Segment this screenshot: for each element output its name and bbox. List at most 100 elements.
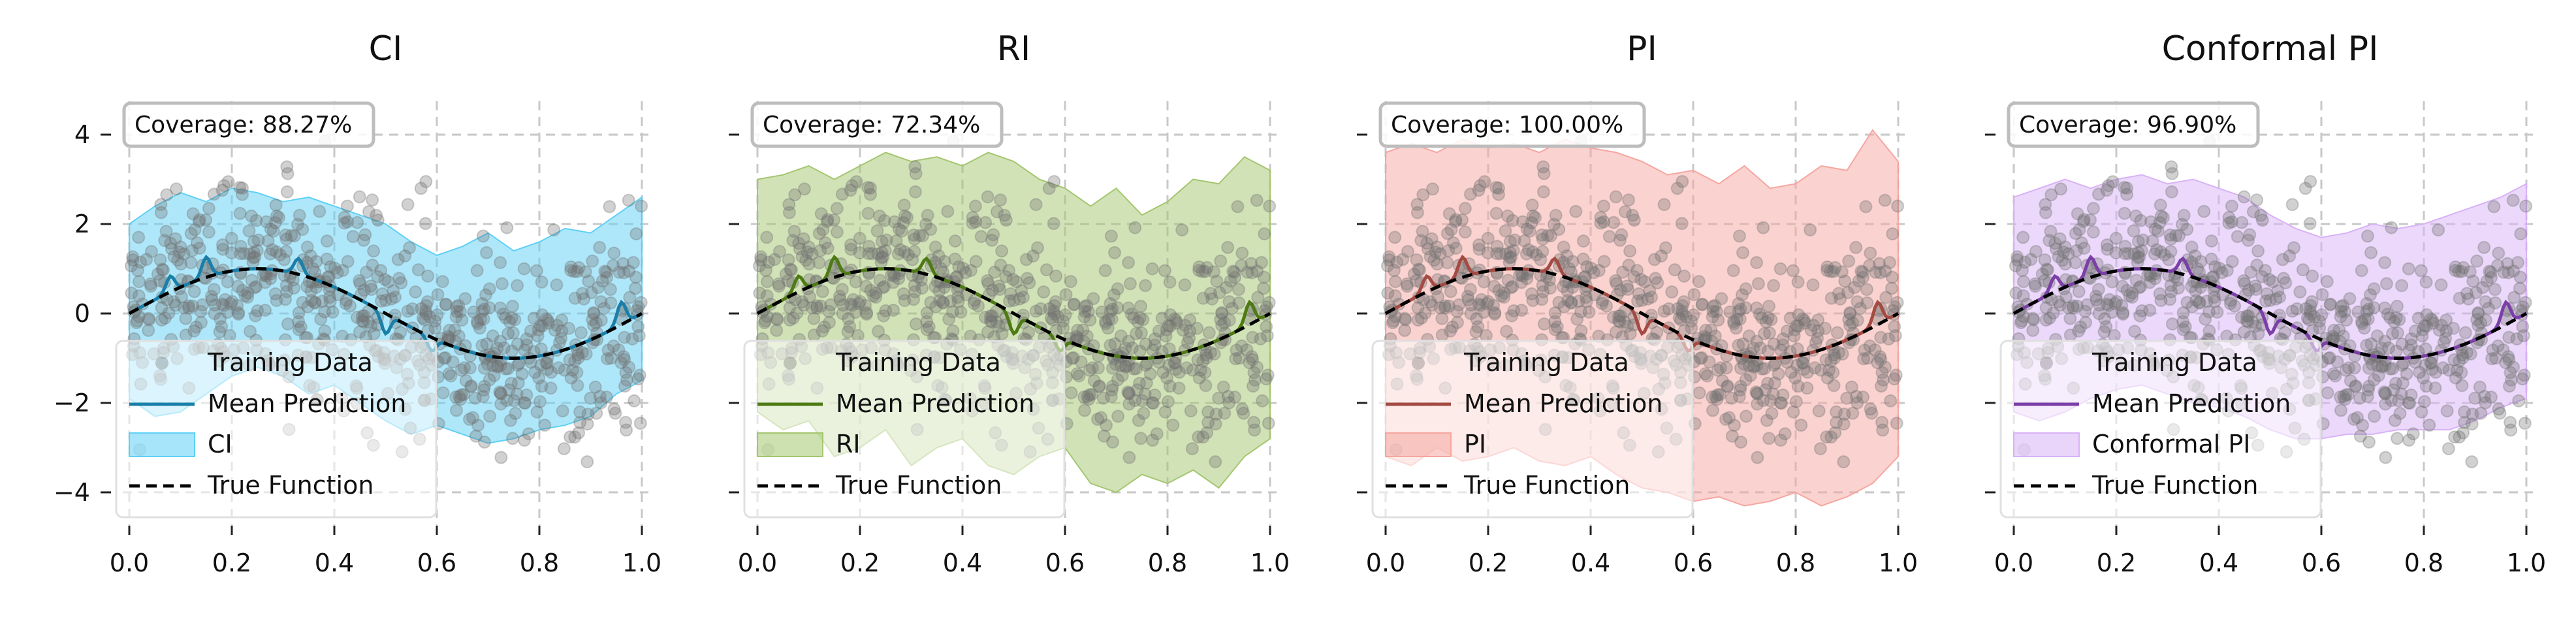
data-point: [849, 275, 863, 289]
data-point: [2474, 406, 2488, 420]
data-point: [394, 326, 407, 339]
data-point: [1734, 361, 1747, 375]
data-point: [474, 312, 487, 326]
data-point: [218, 293, 232, 306]
data-point: [586, 313, 599, 327]
data-point: [1023, 276, 1036, 289]
data-point: [2110, 295, 2123, 308]
data-point: [1122, 451, 1136, 464]
data-point: [2332, 323, 2346, 337]
data-point: [1161, 395, 1175, 408]
data-point: [459, 374, 473, 387]
data-point: [2109, 246, 2123, 260]
data-point: [1488, 308, 1502, 321]
data-point: [548, 323, 562, 337]
data-point: [1702, 355, 1716, 369]
data-point: [2327, 323, 2341, 337]
data-point: [1734, 302, 1747, 316]
data-point: [1137, 407, 1151, 420]
data-point: [2425, 356, 2438, 370]
data-point: [296, 223, 310, 236]
data-point: [2510, 332, 2524, 345]
data-point: [1381, 286, 1395, 300]
data-point: [238, 289, 252, 302]
data-point: [1057, 321, 1070, 335]
data-point: [1580, 295, 1593, 308]
data-point: [223, 329, 236, 342]
data-point: [1544, 281, 1557, 295]
data-point: [1134, 326, 1148, 340]
data-point: [814, 207, 828, 221]
data-point: [2127, 247, 2141, 261]
data-point: [379, 293, 392, 307]
data-point: [279, 293, 293, 306]
x-tick-label: 0.4: [2199, 549, 2238, 577]
legend-marker-training-data: [1412, 357, 1425, 370]
data-point: [844, 184, 857, 197]
data-point: [457, 388, 471, 402]
data-point: [1007, 293, 1021, 307]
data-point: [853, 246, 867, 260]
data-point: [969, 255, 983, 268]
data-point: [471, 419, 485, 432]
data-point: [2507, 361, 2520, 374]
data-point: [430, 308, 444, 322]
data-point: [1493, 247, 1507, 261]
data-point: [1877, 373, 1890, 387]
data-point: [1772, 367, 1785, 381]
data-point: [1876, 423, 1890, 437]
data-point: [300, 280, 314, 293]
data-point: [2355, 317, 2369, 330]
data-point: [2077, 242, 2091, 255]
data-point: [508, 313, 522, 327]
data-point: [2441, 442, 2455, 456]
data-point: [985, 315, 998, 329]
data-point: [2097, 325, 2111, 339]
data-point: [323, 291, 336, 304]
data-point: [604, 296, 618, 310]
data-point: [1676, 175, 1689, 188]
data-point: [419, 299, 433, 312]
data-point: [1096, 391, 1110, 405]
data-point: [515, 367, 529, 381]
data-point: [2234, 310, 2248, 324]
data-point: [552, 336, 566, 349]
data-point: [1192, 371, 1206, 385]
data-point: [805, 301, 819, 315]
data-point: [1750, 387, 1764, 400]
data-point: [1250, 264, 1264, 278]
data-point: [1678, 269, 1691, 283]
data-point: [2250, 259, 2264, 272]
data-point: [1438, 301, 1452, 315]
data-point: [1418, 306, 1432, 320]
data-point: [2338, 393, 2352, 406]
data-point: [1497, 291, 1511, 304]
data-point: [1173, 366, 1186, 379]
data-point: [1751, 387, 1764, 400]
data-point: [2148, 272, 2162, 285]
data-point: [443, 323, 456, 337]
data-point: [972, 299, 985, 313]
data-point: [1687, 308, 1700, 322]
data-point: [2503, 379, 2516, 393]
data-point: [1706, 300, 1720, 313]
data-point: [1200, 351, 1213, 364]
data-point: [1602, 230, 1616, 244]
data-point: [1768, 376, 1781, 390]
data-point: [532, 323, 545, 336]
data-point: [477, 312, 490, 326]
data-point: [754, 250, 768, 264]
data-point: [1856, 391, 1869, 404]
data-point: [759, 264, 772, 277]
data-point: [1104, 296, 1117, 310]
data-point: [2370, 359, 2384, 372]
data-point: [477, 379, 491, 393]
x-tick-label: 0.2: [2097, 549, 2136, 577]
data-point: [535, 308, 549, 322]
data-point: [1492, 187, 1505, 201]
data-point: [2177, 208, 2191, 222]
data-point: [2154, 209, 2168, 223]
true-function-line: [2012, 266, 2528, 361]
data-point: [2290, 302, 2304, 315]
data-point: [1107, 288, 1121, 302]
